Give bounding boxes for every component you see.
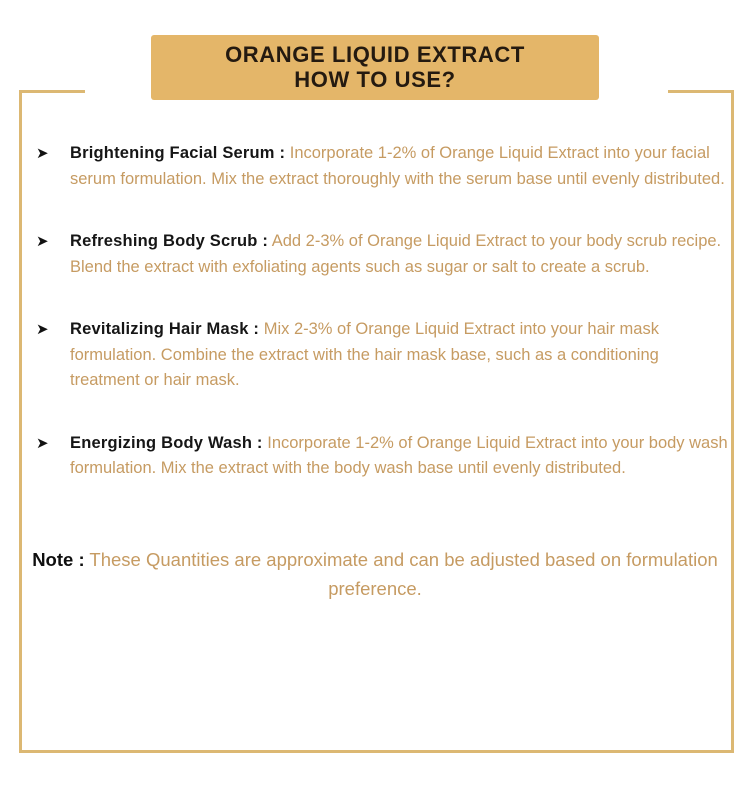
bullet-text: Energizing Body Wash : Incorporate 1-2% …	[70, 431, 728, 482]
bullet-text: Revitalizing Hair Mask : Mix 2-3% of Ora…	[70, 317, 728, 394]
frame-top-left-segment	[19, 90, 85, 93]
bullet-description: Incorporate 1-2% of Orange Liquid Extrac…	[70, 144, 725, 188]
bullet-label: Brightening Facial Serum :	[70, 144, 286, 162]
bullet-text: Brightening Facial Serum : Incorporate 1…	[70, 141, 728, 192]
bullet-description: Mix 2-3% of Orange Liquid Extract into y…	[70, 320, 659, 389]
bullet-label: Energizing Body Wash :	[70, 433, 263, 452]
page-title-line2: HOW TO USE?	[294, 67, 456, 92]
arrow-bullet-icon: ➤	[36, 434, 49, 452]
note-text: These Quantities are approximate and can…	[89, 548, 718, 599]
arrow-bullet-icon: ➤	[36, 145, 49, 162]
frame-top-right-segment	[668, 90, 734, 93]
page-title-line1: ORANGE LIQUID EXTRACT	[225, 42, 525, 67]
list-item: ➤ Brightening Facial Serum : Incorporate…	[0, 141, 750, 192]
list-item: ➤ Refreshing Body Scrub : Add 2-3% of Or…	[0, 229, 750, 280]
bullet-label: Refreshing Body Scrub :	[70, 232, 269, 250]
bullet-description: Add 2-3% of Orange Liquid Extract to you…	[70, 232, 722, 276]
bullet-description: Incorporate 1-2% of Orange Liquid Extrac…	[70, 433, 728, 478]
bullet-list: ➤ Brightening Facial Serum : Incorporate…	[0, 141, 750, 482]
list-item: ➤ Revitalizing Hair Mask : Mix 2-3% of O…	[0, 317, 750, 394]
arrow-bullet-icon: ➤	[36, 321, 49, 338]
bullet-label: Revitalizing Hair Mask :	[70, 320, 260, 338]
usage-instructions: ➤ Brightening Facial Serum : Incorporate…	[0, 141, 750, 603]
bullet-text: Refreshing Body Scrub : Add 2-3% of Oran…	[70, 229, 728, 280]
list-item: ➤ Energizing Body Wash : Incorporate 1-2…	[0, 431, 750, 482]
note-block: Note : These Quantities are approximate …	[0, 545, 750, 603]
arrow-bullet-icon: ➤	[36, 233, 49, 250]
note-label: Note :	[32, 548, 85, 570]
header-banner: ORANGE LIQUID EXTRACT HOW TO USE?	[151, 35, 599, 100]
